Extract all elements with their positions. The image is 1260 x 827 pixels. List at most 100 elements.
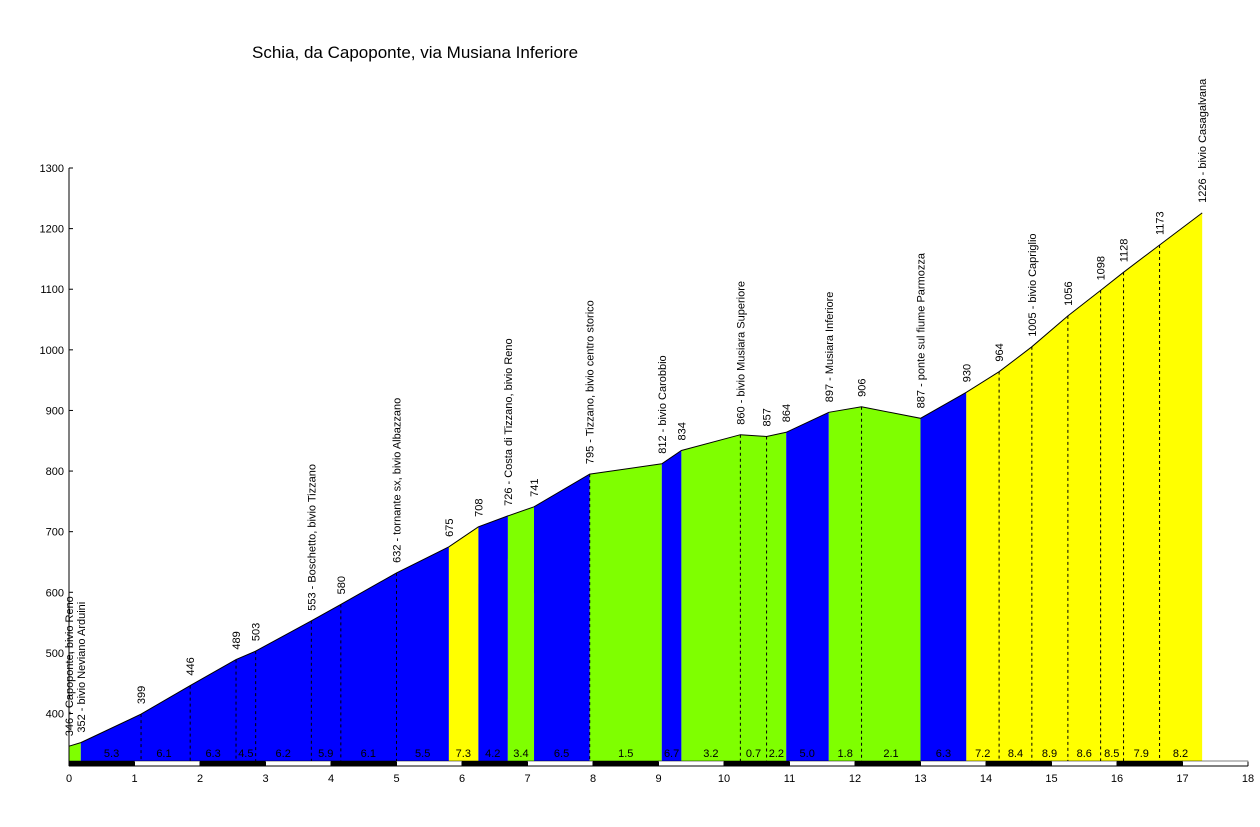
point-label: 795 - Tizzano, bivio centro storico [585,300,597,464]
x-tick-label: 12 [849,773,861,785]
profile-areas [69,212,1203,762]
point-label: 930 [961,364,973,382]
profile-segment [507,506,535,762]
profile-segment [69,742,81,762]
profile-outline [68,212,1203,747]
km-band [985,760,1052,767]
km-band [68,760,135,767]
gradient-label: 3.4 [513,748,528,760]
point-label: 860 - bivio Musiara Superiore [735,281,747,425]
point-label: 580 [336,576,348,594]
x-tick-label: 10 [718,773,730,785]
point-labels: 346 - Capoponte, bivio Reno 352 - bivio N… [64,78,1209,736]
x-tick-label: 18 [1242,773,1254,785]
gradient-label: 2.2 [769,748,784,760]
point-label: 897 - Musiara Inferiore [824,292,836,403]
y-tick-label: 700 [46,527,64,539]
y-tick-label: 900 [46,405,64,417]
profile-segment [786,412,829,762]
point-label: 446 [185,657,197,675]
km-band [592,760,659,767]
profile-segment [828,406,921,762]
km-band [1051,760,1118,767]
profile-segment [681,432,787,762]
y-tick-label: 600 [46,587,64,599]
gradient-label: 6.1 [361,748,376,760]
gradient-label: 7.3 [456,748,471,760]
x-tick-label: 15 [1045,773,1057,785]
gradient-label: 7.2 [975,748,990,760]
point-label: 489 [231,631,243,649]
x-tick-label: 6 [459,773,465,785]
gradient-label: 6.3 [205,748,220,760]
point-label: 503 [251,623,263,641]
gradient-label: 0.7 [746,748,761,760]
point-label: 964 [994,343,1006,361]
profile-segment [534,474,590,762]
point-label: 708 [473,498,485,516]
point-label: 864 [781,404,793,422]
gradient-label: 8.2 [1173,748,1188,760]
gradient-label: 4.5 [238,748,253,760]
point-label: 857 [762,408,774,426]
x-tick-label: 9 [655,773,661,785]
gradient-labels: 5.3 6.1 6.3 4.5 6.2 5.9 6.1 5.5 7.3 4.2 3.4 6.5 1.5 6… [104,748,1188,760]
point-label: 352 - bivio Neviano Arduini [76,602,88,733]
chart-title: Schia, da Capoponte, via Musiana Inferio… [252,43,578,62]
km-band [723,760,790,767]
gradient-label: 8.5 [1104,748,1119,760]
y-tick-label: 1000 [40,345,64,357]
gradient-label: 8.6 [1077,748,1092,760]
gradient-label: 7.9 [1134,748,1149,760]
x-tick-label: 11 [784,773,795,785]
point-label: 1226 - bivio Casagalvana [1197,78,1209,203]
point-label: 399 [136,686,148,704]
km-band [920,760,987,767]
km-band [527,760,594,767]
x-tick-label: 14 [980,773,992,785]
x-tick-label: 3 [262,773,268,785]
gradient-label: 2.1 [883,748,898,760]
x-tick-label: 13 [914,773,926,785]
km-band [854,760,921,767]
y-tick-label: 1300 [40,163,64,175]
point-label: 1128 [1119,239,1131,263]
point-label: 553 - Boschetto, bivio Tizzano [306,464,318,611]
profile-segment [448,526,479,762]
gradient-label: 1.5 [618,748,633,760]
km-band [461,760,528,767]
x-tick-label: 4 [328,773,334,785]
gradient-label: 6.5 [554,748,569,760]
gradient-label: 3.2 [703,748,718,760]
point-label: 675 [444,518,456,536]
point-label: 1173 [1155,211,1167,235]
x-tick-label: 8 [590,773,596,785]
x-tick-label: 1 [131,773,137,785]
gradient-label: 1.8 [838,748,853,760]
y-tick-label: 500 [46,648,64,660]
gradient-label: 8.9 [1042,748,1057,760]
x-tick-label: 7 [524,773,530,785]
point-label: 741 [529,478,541,496]
y-tick-label: 1100 [40,284,64,296]
km-band [396,760,463,767]
y-tick-label: 400 [46,709,64,721]
km-band [134,760,201,767]
profile-segment [478,515,508,762]
point-label: 726 - Costa di Tizzano, bivio Reno [503,338,515,506]
km-band [789,760,856,767]
point-label: 812 - bivio Carobbio [657,355,669,453]
profile-segment [80,546,449,762]
point-label: 834 [676,422,688,440]
marker-lines [140,244,1161,762]
gradient-label: 8.4 [1008,748,1023,760]
km-bar [68,760,1249,767]
km-band [1182,760,1249,767]
km-band [658,760,725,767]
km-band [330,760,397,767]
profile-line [68,212,1203,747]
profile-segment [589,463,662,762]
profile-segment [966,212,1203,762]
